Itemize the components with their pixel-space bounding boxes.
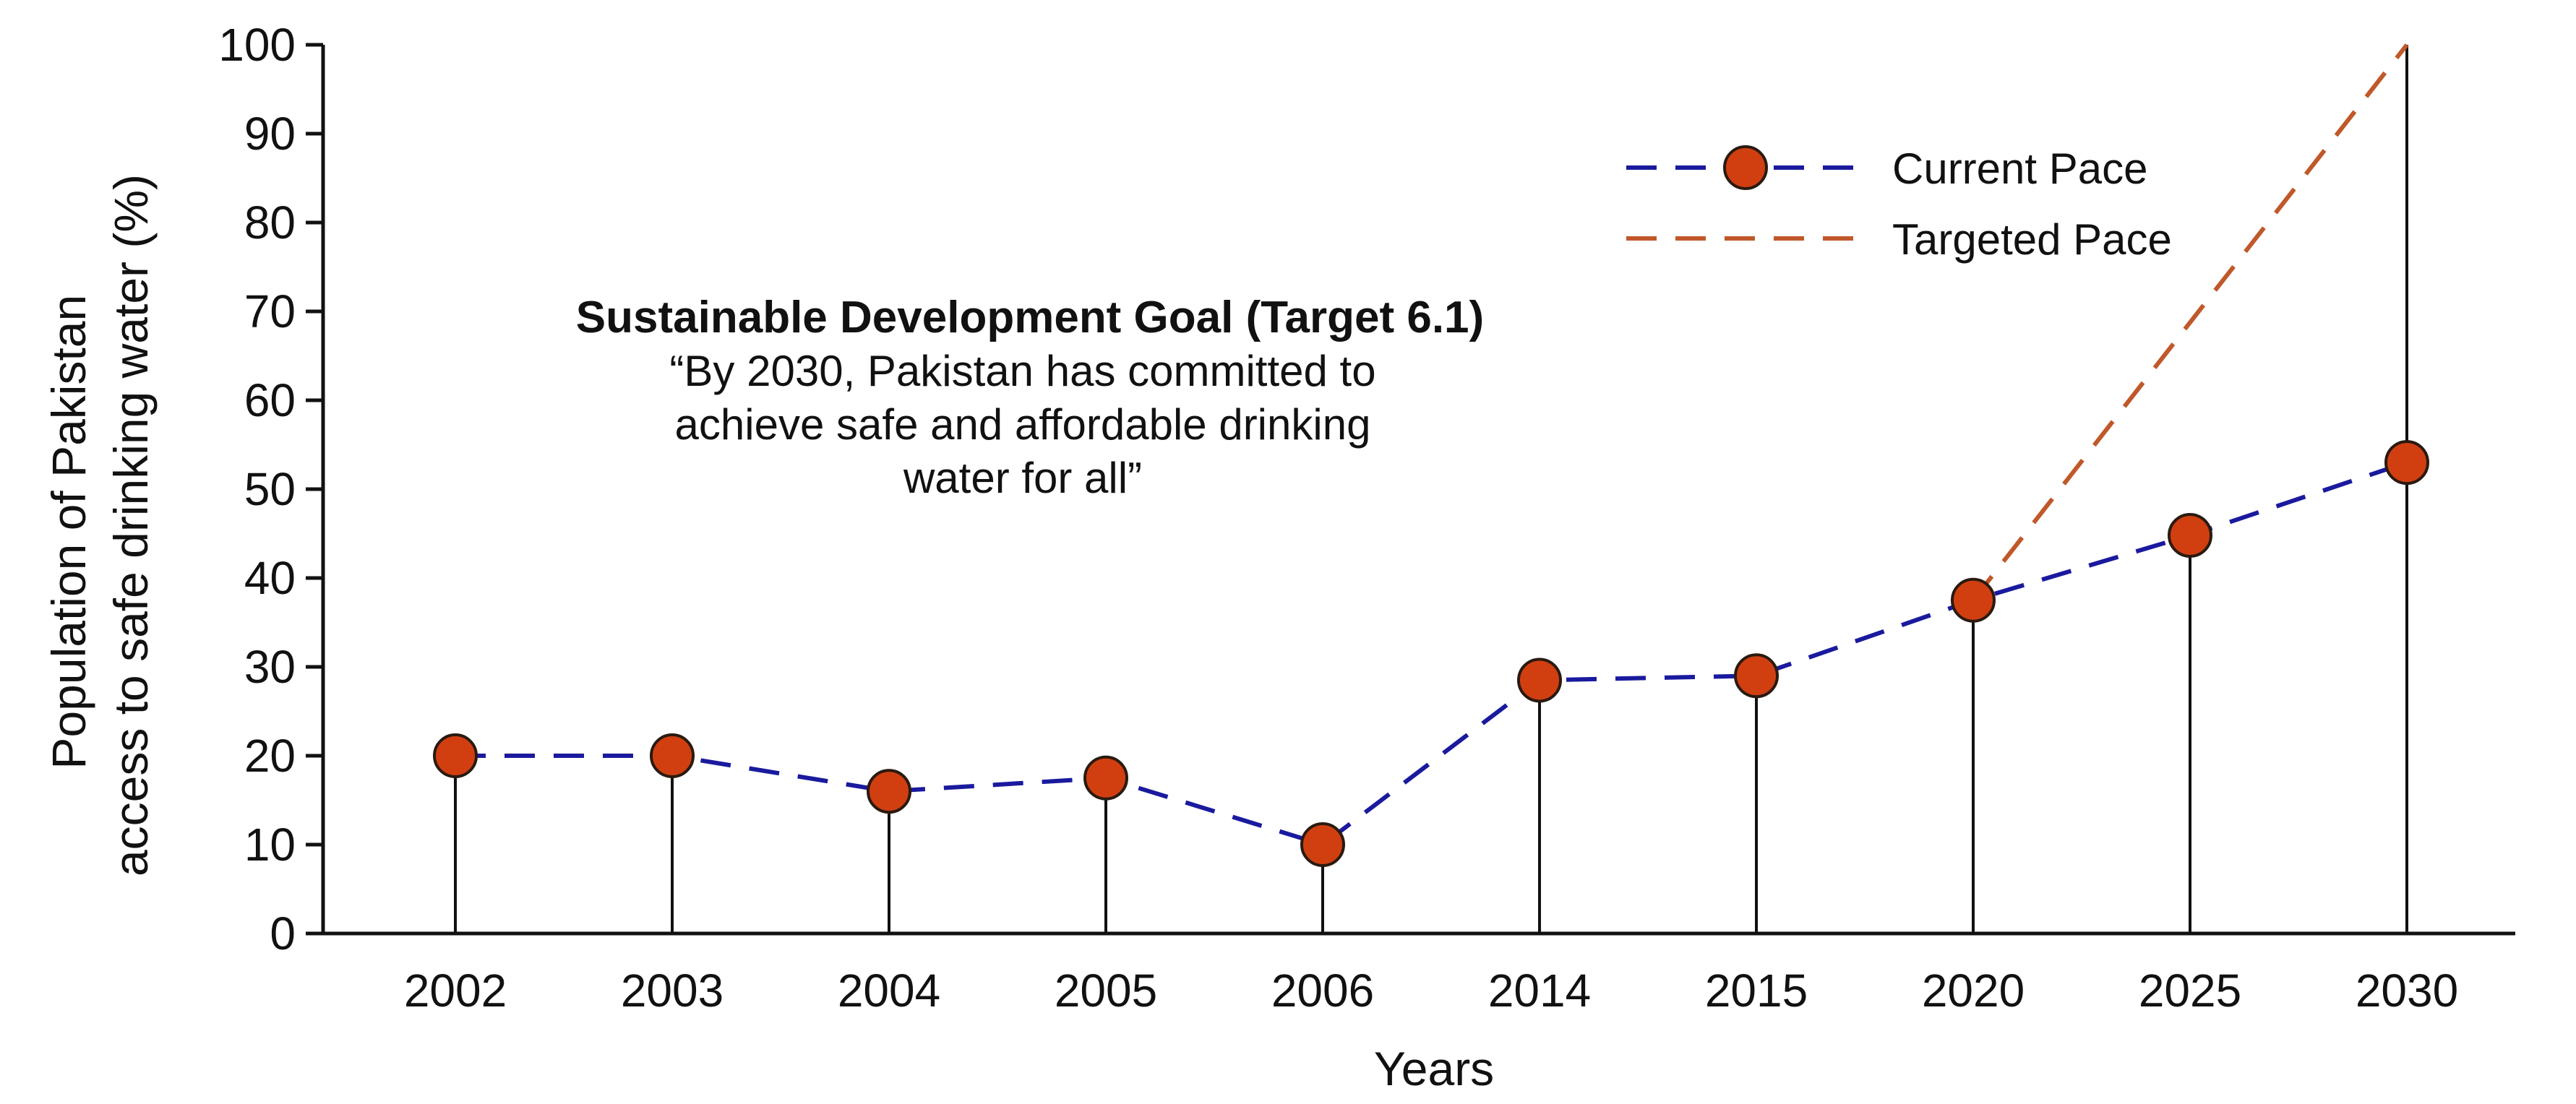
y-tick-label-80: 80 [244, 197, 296, 249]
x-tick-label-2020: 2020 [1922, 965, 2025, 1017]
x-tick-label-2014: 2014 [1488, 965, 1591, 1017]
data-markers [433, 440, 2429, 867]
current-pace-line [455, 460, 2408, 848]
legend-targeted-pace-label: Targeted Pace [1892, 215, 2172, 264]
data-point-2015 [1734, 653, 1779, 699]
x-ticks: 2002 2003 2004 2005 2006 2014 2015 2020 2025 2030 [404, 965, 2458, 1017]
y-axis-title: Population of Pakistan access to safe dr… [42, 174, 158, 876]
data-point-2030 [2384, 440, 2429, 486]
y-axis-title-line-1: Population of Pakistan [42, 295, 95, 769]
legend: Current Pace Targeted Pace [1626, 145, 2172, 264]
y-tick-label-90: 90 [244, 108, 296, 160]
y-tick-label-50: 50 [244, 463, 296, 515]
x-tick-label-2006: 2006 [1271, 965, 1374, 1017]
axes [321, 45, 2515, 936]
targeted-pace-line [1971, 43, 2409, 602]
current-pace-layer [455, 460, 2408, 848]
annotation-line-3: water for all” [903, 454, 1142, 502]
y-tick-label-30: 30 [244, 641, 296, 693]
x-tick-label-2004: 2004 [838, 965, 940, 1017]
annotation-line-1: “By 2030, Pakistan has committed to [669, 347, 1375, 395]
data-point-2006 [1300, 822, 1345, 867]
data-point-2002 [433, 733, 478, 778]
y-tick-label-10: 10 [244, 819, 296, 871]
data-point-2003 [650, 733, 695, 778]
data-point-2005 [1083, 755, 1128, 801]
targeted-pace-layer [1971, 43, 2409, 602]
x-tick-label-2003: 2003 [621, 965, 724, 1017]
y-tick-label-20: 20 [244, 730, 296, 782]
y-tick-label-0: 0 [270, 907, 296, 959]
y-ticks: 0 10 20 30 40 50 60 70 80 90 100 [218, 19, 323, 959]
y-tick-label-100: 100 [218, 19, 296, 71]
x-axis-title: Years [1374, 1042, 1494, 1095]
y-tick-label-40: 40 [244, 552, 296, 604]
drop-lines [454, 45, 2408, 933]
data-point-2014 [1517, 657, 1562, 703]
data-point-2020 [1951, 577, 1996, 623]
data-point-2025 [2168, 512, 2212, 558]
legend-current-pace-label: Current Pace [1892, 145, 2148, 193]
x-tick-label-2025: 2025 [2139, 965, 2241, 1017]
sdg-annotation: Sustainable Development Goal (Target 6.1… [576, 293, 1484, 502]
y-tick-label-70: 70 [244, 285, 296, 337]
annotation-line-2: achieve safe and affordable drinking [675, 400, 1371, 449]
legend-current-pace-marker [1723, 145, 1768, 190]
x-tick-label-2015: 2015 [1705, 965, 1808, 1017]
x-tick-label-2030: 2030 [2356, 965, 2458, 1017]
data-point-2004 [867, 769, 911, 814]
y-tick-label-60: 60 [244, 374, 296, 426]
x-tick-label-2002: 2002 [404, 965, 507, 1017]
annotation-title: Sustainable Development Goal (Target 6.1… [576, 293, 1484, 342]
y-axis-title-line-2: access to safe drinking water (%) [104, 174, 158, 876]
x-tick-label-2005: 2005 [1055, 965, 1157, 1017]
